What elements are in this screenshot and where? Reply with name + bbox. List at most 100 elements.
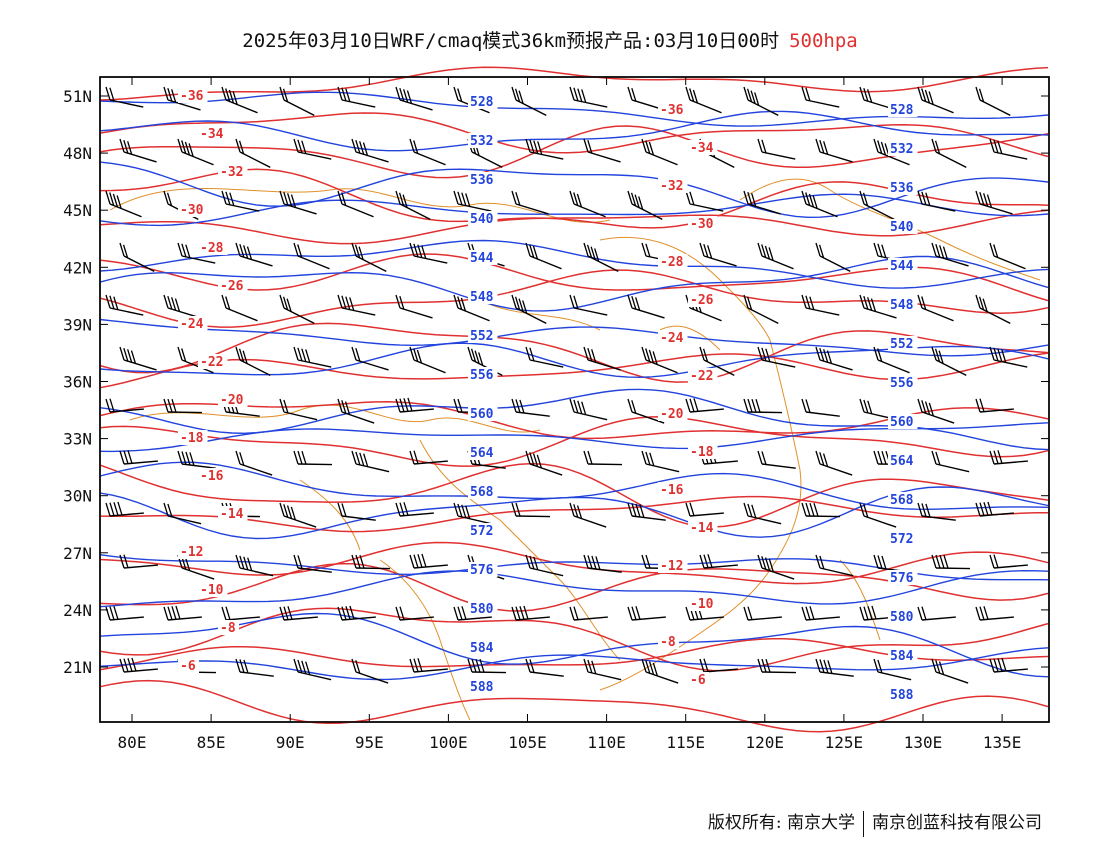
temperature-contour-label: -14	[690, 521, 714, 536]
label-halo	[468, 94, 498, 109]
wind-barb	[337, 86, 376, 108]
lon-label: 85E	[197, 733, 226, 752]
temperature-contour-label: -34	[690, 141, 714, 156]
height-contour-label: 540	[890, 220, 914, 235]
wind-barb	[235, 658, 274, 677]
wind-barb	[119, 346, 157, 371]
wind-barb	[177, 450, 216, 469]
height-contour-label: 548	[890, 298, 914, 313]
copyright-left: 版权所有: 南京大学	[707, 813, 855, 833]
label-halo	[888, 609, 918, 624]
height-contour-label: 532	[890, 142, 913, 157]
wind-barb	[815, 242, 851, 273]
wind-barb	[177, 346, 214, 374]
temperature-contour-label: -30	[180, 203, 204, 218]
temperature-contour-label: -28	[660, 255, 684, 270]
wind-barb	[641, 346, 678, 374]
temperature-contour-label: -6	[690, 673, 706, 688]
wind-barb	[815, 658, 854, 677]
label-halo	[658, 634, 679, 649]
height-contour-line	[99, 569, 1049, 608]
wind-barb	[525, 138, 564, 160]
footer-divider	[863, 810, 864, 837]
label-halo	[218, 392, 248, 407]
wind-barb	[743, 606, 782, 621]
height-contour-label: 528	[470, 95, 494, 110]
wind-barb	[757, 554, 795, 580]
temperature-contour-label: -10	[690, 597, 714, 612]
lat-label: 33N	[63, 430, 92, 449]
wind-barb	[525, 554, 564, 577]
wind-barb	[859, 605, 898, 621]
label-halo	[888, 375, 918, 390]
temperature-contour-label: -10	[200, 583, 224, 598]
lon-label: 110E	[587, 733, 626, 752]
wind-barb	[337, 605, 376, 621]
wind-barb	[221, 86, 258, 114]
temperature-contour-label: -16	[200, 469, 224, 484]
label-halo	[888, 570, 918, 585]
label-halo	[658, 558, 688, 573]
wind-barb	[235, 450, 273, 476]
label-halo	[888, 336, 918, 351]
label-halo	[888, 141, 918, 156]
label-halo	[218, 506, 248, 521]
wind-barb	[105, 501, 144, 517]
label-halo	[888, 102, 918, 117]
coastline-border	[379, 559, 471, 721]
temperature-contour-line	[99, 209, 1049, 245]
height-contour-label: 560	[890, 415, 914, 430]
label-halo	[218, 620, 239, 635]
wind-barb	[279, 294, 315, 325]
wind-barb	[627, 398, 665, 424]
wind-barb	[627, 294, 665, 319]
wind-barb	[337, 294, 376, 316]
wind-barb	[105, 190, 142, 218]
wind-barb	[873, 346, 910, 374]
wind-barb	[163, 398, 203, 414]
temperature-contour-label: -8	[220, 621, 236, 636]
height-contour-label: 540	[470, 212, 494, 227]
wind-barb	[699, 658, 738, 673]
wind-barb	[351, 658, 389, 684]
wind-barb	[351, 346, 389, 371]
title-level: 500hpa	[789, 30, 858, 52]
wind-barb	[511, 502, 551, 518]
height-contour-label: 564	[890, 454, 914, 469]
height-contour-label: 572	[470, 524, 493, 539]
lon-label: 80E	[118, 733, 147, 752]
lon-label: 125E	[825, 733, 864, 752]
label-halo	[178, 202, 208, 217]
wind-barb	[293, 242, 330, 270]
label-halo	[218, 164, 248, 179]
wind-barb	[119, 657, 158, 673]
wind-barb	[395, 294, 433, 319]
label-halo	[688, 672, 709, 687]
wind-barb	[395, 86, 433, 111]
wind-barb	[569, 398, 608, 421]
height-contour-label: 528	[890, 103, 914, 118]
wind-barb	[699, 242, 737, 267]
height-contour-label: 568	[470, 485, 494, 500]
label-halo	[178, 430, 208, 445]
label-halo	[888, 687, 918, 702]
wind-barb	[525, 242, 562, 270]
wind-barb	[235, 242, 273, 267]
wind-barb	[801, 86, 840, 108]
wind-barb	[815, 554, 854, 577]
temperature-contour-label: -28	[200, 241, 224, 256]
height-contour-label: 556	[470, 368, 494, 383]
lon-label: 130E	[904, 733, 943, 752]
wind-barb	[931, 242, 969, 267]
wind-barb	[815, 346, 853, 371]
temperature-contour-label: -12	[180, 545, 203, 560]
height-contour-label: 580	[470, 602, 494, 617]
wind-barb	[235, 138, 271, 169]
wind-barb	[627, 606, 666, 621]
coastline-border	[129, 404, 541, 433]
height-contour-label: 536	[470, 173, 494, 188]
wind-barb	[569, 190, 606, 218]
wind-barb	[917, 190, 956, 212]
label-halo	[468, 562, 498, 577]
label-halo	[658, 178, 688, 193]
